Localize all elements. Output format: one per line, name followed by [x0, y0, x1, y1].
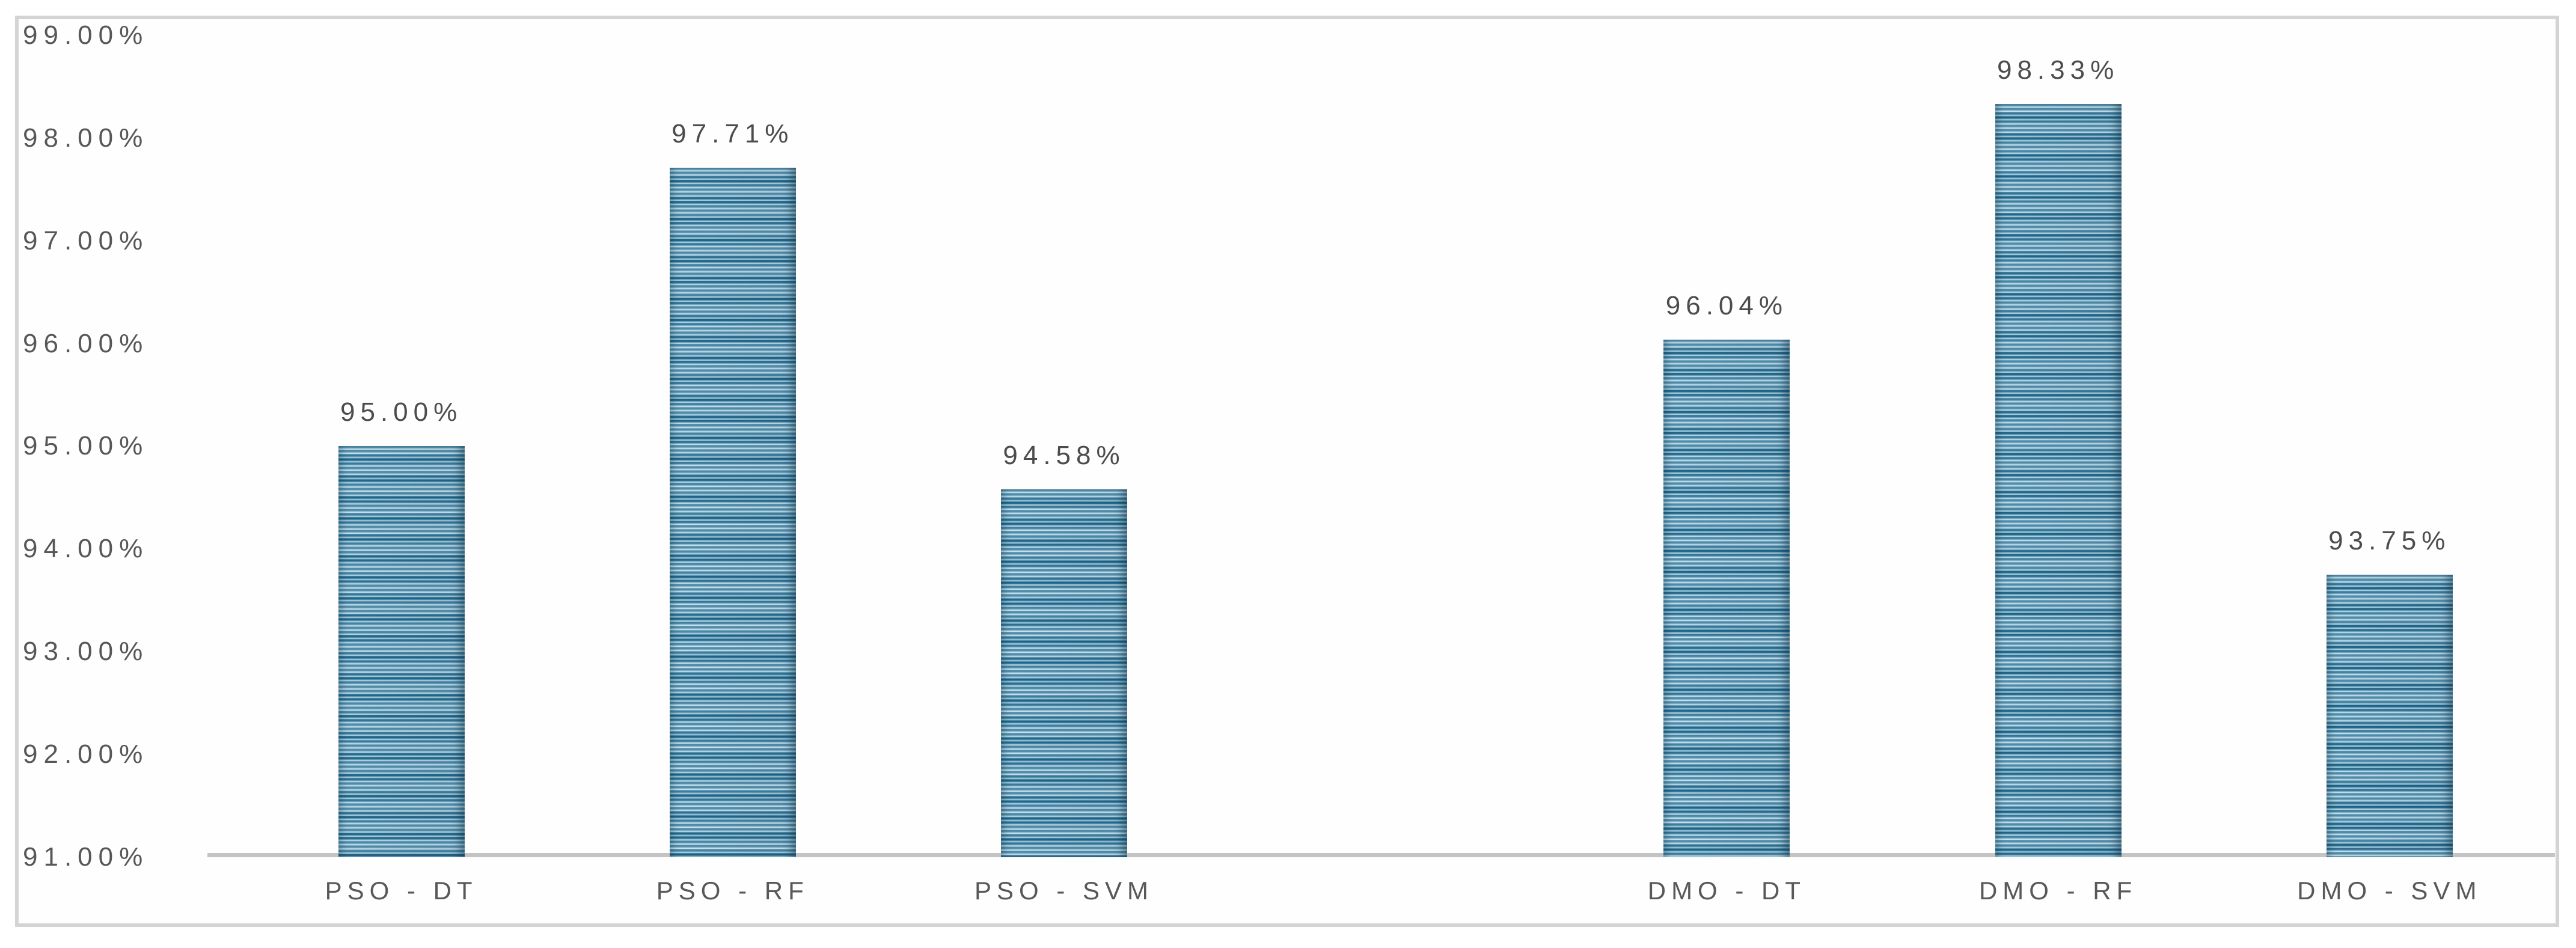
y-tick-label: 93.00% [23, 637, 149, 667]
y-tick-label: 94.00% [23, 534, 149, 564]
bar-value-label: 97.71% [672, 119, 794, 149]
y-tick-label: 97.00% [23, 225, 149, 255]
y-tick-label: 96.00% [23, 328, 149, 358]
y-tick-label: 99.00% [23, 20, 149, 50]
category-label: PSO - RF [656, 876, 809, 905]
y-tick-label: 91.00% [23, 842, 149, 872]
category-label: PSO - SVM [974, 876, 1154, 905]
bar-PSO-SVM [1001, 489, 1127, 857]
bar-PSO-RF [669, 168, 796, 857]
category-label: DMO - SVM [2297, 876, 2482, 905]
bar-value-label: 95.00% [340, 397, 463, 427]
x-axis-line [207, 853, 2555, 857]
y-tick-label: 95.00% [23, 431, 149, 461]
bar-value-label: 93.75% [2328, 526, 2451, 556]
bar-DMO-RF [1995, 104, 2122, 857]
y-tick-label: 98.00% [23, 123, 149, 153]
y-tick-label: 92.00% [23, 739, 149, 769]
bar-value-label: 94.58% [1003, 441, 1125, 471]
category-label: PSO - DT [325, 876, 478, 905]
category-label: DMO - DT [1647, 876, 1807, 905]
bar-DMO-DT [1663, 339, 1790, 857]
bar-DMO-SVM [2326, 575, 2453, 857]
bar-value-label: 96.04% [1665, 290, 1788, 320]
bar-value-label: 98.33% [1996, 55, 2120, 85]
bar-PSO-DT [338, 446, 465, 857]
category-label: DMO - RF [1978, 876, 2138, 905]
